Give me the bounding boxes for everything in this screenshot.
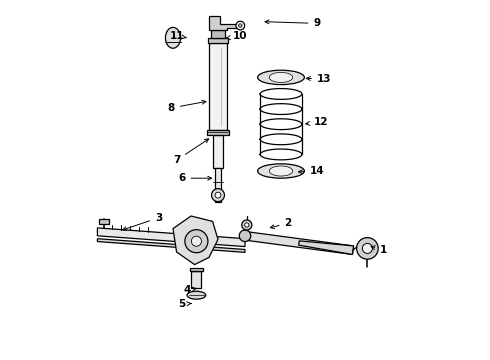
- Circle shape: [192, 236, 201, 246]
- Ellipse shape: [270, 72, 293, 82]
- Text: 7: 7: [173, 139, 209, 165]
- Circle shape: [357, 238, 378, 259]
- Text: 14: 14: [298, 166, 324, 176]
- Circle shape: [242, 220, 252, 230]
- Text: 4: 4: [184, 285, 196, 295]
- Circle shape: [239, 24, 242, 27]
- Bar: [207, 130, 229, 135]
- Ellipse shape: [270, 166, 293, 176]
- Text: 2: 2: [270, 218, 292, 229]
- Bar: [213, 135, 223, 168]
- Bar: [211, 30, 225, 38]
- Bar: [99, 219, 109, 224]
- Ellipse shape: [166, 27, 180, 48]
- Polygon shape: [98, 239, 245, 252]
- Circle shape: [215, 192, 221, 198]
- Circle shape: [185, 230, 208, 253]
- Text: 8: 8: [168, 100, 206, 113]
- Text: 5: 5: [178, 299, 191, 309]
- Circle shape: [212, 189, 224, 202]
- Ellipse shape: [187, 291, 206, 299]
- Circle shape: [363, 243, 372, 253]
- Text: 12: 12: [306, 117, 328, 127]
- Text: 11: 11: [170, 31, 187, 41]
- Polygon shape: [245, 231, 354, 255]
- Bar: [209, 43, 227, 130]
- Ellipse shape: [258, 70, 304, 85]
- Polygon shape: [299, 241, 354, 255]
- Text: 9: 9: [265, 18, 320, 28]
- Text: 6: 6: [178, 173, 212, 183]
- Text: 13: 13: [306, 74, 331, 84]
- Text: 1: 1: [371, 245, 387, 255]
- Polygon shape: [209, 16, 243, 30]
- Circle shape: [245, 223, 249, 227]
- Polygon shape: [173, 216, 218, 265]
- Text: 3: 3: [122, 213, 162, 230]
- Ellipse shape: [258, 164, 304, 178]
- Bar: [190, 268, 203, 271]
- Circle shape: [236, 21, 245, 30]
- Circle shape: [239, 230, 251, 242]
- Bar: [215, 168, 221, 202]
- Polygon shape: [98, 228, 245, 247]
- Bar: [192, 271, 201, 288]
- Bar: [208, 38, 228, 43]
- Text: 10: 10: [226, 31, 247, 41]
